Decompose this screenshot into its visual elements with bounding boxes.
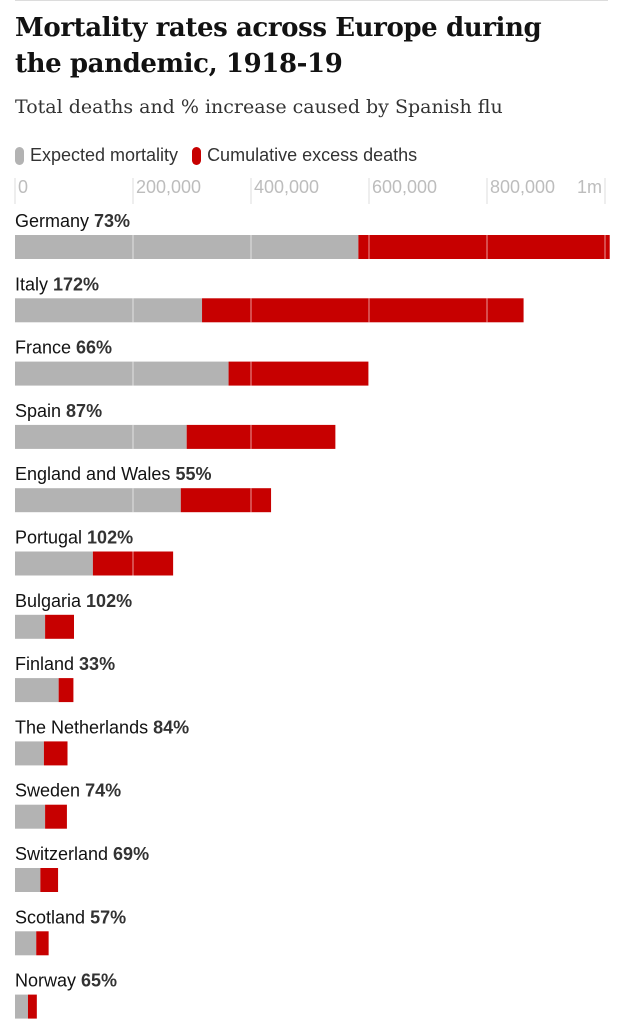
bar-excess-deaths	[36, 931, 49, 956]
bar-expected-mortality	[15, 424, 187, 449]
legend-swatch-expected	[15, 146, 24, 165]
axis-tick-label: 0	[18, 177, 28, 197]
bar-expected-mortality	[15, 931, 37, 956]
bar-excess-deaths	[45, 614, 74, 639]
axis-tick-label: 200,000	[136, 177, 201, 197]
bar-excess-deaths	[358, 235, 610, 259]
chart-title: Mortality rates across Europe during the…	[15, 13, 542, 79]
bar-excess-deaths	[202, 298, 524, 323]
legend: Expected mortality Cumulative excess dea…	[15, 145, 417, 166]
bar-label: Switzerland 69%	[15, 844, 149, 864]
bar-expected-mortality	[15, 741, 44, 766]
bar-expected-mortality	[15, 994, 28, 1019]
bar-expected-mortality	[15, 614, 46, 639]
bar-expected-mortality	[15, 868, 41, 892]
bar-excess-deaths	[58, 678, 74, 703]
bar-label: Norway 65%	[15, 971, 117, 991]
bar-expected-mortality	[15, 235, 359, 259]
bar-excess-deaths	[27, 994, 37, 1019]
bar-label: Portugal 102%	[15, 528, 133, 548]
bar-label: Bulgaria 102%	[15, 591, 132, 611]
bar-excess-deaths	[45, 804, 67, 829]
legend-label-expected: Expected mortality	[30, 145, 179, 165]
axis-tick-label: 600,000	[372, 177, 437, 197]
bar-label: Italy 172%	[15, 274, 99, 294]
bar-expected-mortality	[15, 804, 46, 829]
bar-label: France 66%	[15, 338, 112, 358]
bar-label: Germany 73%	[15, 211, 130, 231]
bar-excess-deaths	[180, 488, 272, 513]
bar-label: Scotland 57%	[15, 907, 126, 927]
bar-label: The Netherlands 84%	[15, 717, 189, 737]
bar-expected-mortality	[15, 361, 229, 386]
bar-excess-deaths	[228, 361, 369, 386]
bar-expected-mortality	[15, 488, 181, 513]
bar-label: England and Wales 55%	[15, 464, 211, 484]
bar-excess-deaths	[186, 424, 336, 449]
bar-expected-mortality	[15, 298, 203, 323]
legend-swatch-excess	[192, 146, 202, 165]
bar-label: Spain 87%	[15, 401, 102, 421]
chart-subtitle: Total deaths and % increase caused by Sp…	[15, 96, 503, 118]
legend-item-excess: Cumulative excess deaths	[192, 145, 417, 166]
bar-label: Sweden 74%	[15, 781, 121, 801]
bar-expected-mortality	[15, 551, 93, 576]
axis-tick-label: 800,000	[490, 177, 555, 197]
legend-item-expected: Expected mortality	[15, 145, 178, 166]
bar-label: Finland 33%	[15, 654, 115, 674]
axis-tick-label: 1m	[577, 177, 602, 197]
bar-excess-deaths	[40, 868, 59, 892]
bar-excess-deaths	[43, 741, 68, 766]
axis-tick-label: 400,000	[254, 177, 319, 197]
bar-expected-mortality	[15, 678, 59, 703]
top-rule	[15, 0, 608, 1]
legend-label-excess: Cumulative excess deaths	[207, 145, 418, 165]
